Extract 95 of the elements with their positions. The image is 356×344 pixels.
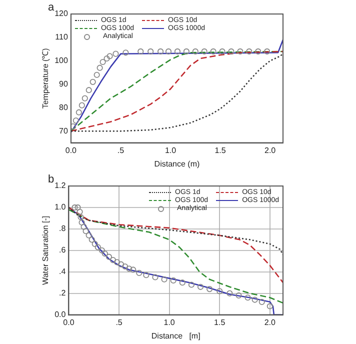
point xyxy=(104,55,110,62)
point xyxy=(197,284,204,290)
y-tick-label: .6 xyxy=(59,246,66,255)
x-tick-label: 2.0 xyxy=(264,318,276,327)
text: b xyxy=(48,174,54,186)
point xyxy=(76,109,82,116)
point xyxy=(90,78,96,85)
point xyxy=(70,123,76,130)
point xyxy=(94,244,101,250)
point xyxy=(94,72,100,78)
point xyxy=(96,64,103,71)
point xyxy=(258,298,265,305)
point xyxy=(246,48,252,55)
y-tick-label: 120 xyxy=(54,9,68,18)
point xyxy=(86,232,92,238)
point xyxy=(88,236,95,243)
x-tick-label: 1.5 xyxy=(214,146,226,155)
y-tick-label: 1.2 xyxy=(54,181,66,190)
point xyxy=(80,224,87,230)
point xyxy=(136,270,142,276)
point xyxy=(78,214,84,220)
point xyxy=(148,48,154,55)
point xyxy=(106,53,113,60)
point xyxy=(210,48,216,55)
x-tick-label: 1.0 xyxy=(164,146,177,155)
y-tick-label: 0.0 xyxy=(54,310,66,320)
y-tick-label: 90 xyxy=(59,79,68,88)
point xyxy=(82,95,88,102)
point xyxy=(228,48,234,55)
point xyxy=(216,288,223,294)
point xyxy=(86,87,92,94)
point xyxy=(152,274,158,280)
point xyxy=(174,48,181,55)
point xyxy=(126,266,132,272)
point xyxy=(122,50,129,56)
point xyxy=(98,247,105,254)
point xyxy=(100,58,106,66)
x-tick-label: 1.5 xyxy=(214,318,226,327)
point xyxy=(122,263,128,270)
point xyxy=(78,102,85,108)
point xyxy=(255,48,262,55)
point xyxy=(165,48,172,55)
point xyxy=(219,48,226,55)
y-tick-label: 1.0 xyxy=(54,202,66,212)
point xyxy=(266,303,273,310)
point xyxy=(106,254,112,260)
x-tick-label: .5 xyxy=(116,318,123,327)
y-tick-label: 110 xyxy=(55,32,68,42)
point xyxy=(130,266,136,273)
point xyxy=(244,294,251,301)
point xyxy=(170,277,176,284)
point xyxy=(236,292,242,299)
x-tick-label: 0.0 xyxy=(65,146,78,155)
y-tick-label: .2 xyxy=(59,288,66,298)
x-tick-label: 1.0 xyxy=(164,318,176,327)
point xyxy=(92,240,98,248)
point xyxy=(110,257,116,264)
point xyxy=(201,48,208,55)
x-tick-label: .5 xyxy=(117,146,125,155)
point xyxy=(188,282,195,288)
point xyxy=(157,48,164,55)
text: a xyxy=(48,2,55,14)
point xyxy=(72,204,78,211)
point xyxy=(114,259,120,266)
point xyxy=(74,204,81,211)
y-tick-label: .8 xyxy=(59,224,66,234)
point xyxy=(206,286,213,292)
point xyxy=(112,50,119,57)
point xyxy=(82,228,89,234)
y-tick-label: .4 xyxy=(59,267,66,276)
y-axis-title: Water Saturation [-] xyxy=(41,216,50,285)
point xyxy=(237,48,244,55)
x-axis-title: Distance [m] xyxy=(151,331,200,340)
point xyxy=(78,219,85,226)
point xyxy=(226,290,233,296)
point xyxy=(179,280,186,286)
point xyxy=(102,250,108,257)
point xyxy=(192,48,198,55)
point xyxy=(264,48,270,55)
point xyxy=(118,261,124,268)
x-axis-title: Distance (m) xyxy=(154,159,200,168)
point xyxy=(76,208,83,215)
point xyxy=(138,48,144,55)
point xyxy=(72,118,79,124)
point xyxy=(183,48,190,55)
point xyxy=(252,296,258,303)
line-series xyxy=(68,206,283,256)
point xyxy=(143,272,150,278)
x-tick-label: 2.0 xyxy=(264,146,276,155)
y-tick-label: 100 xyxy=(54,56,68,66)
y-tick-label: 70 xyxy=(59,126,68,136)
point xyxy=(161,276,168,282)
y-tick-label: 80 xyxy=(59,102,68,112)
y-axis-title: Temperature (℃) xyxy=(41,48,50,109)
line-series xyxy=(68,206,283,284)
